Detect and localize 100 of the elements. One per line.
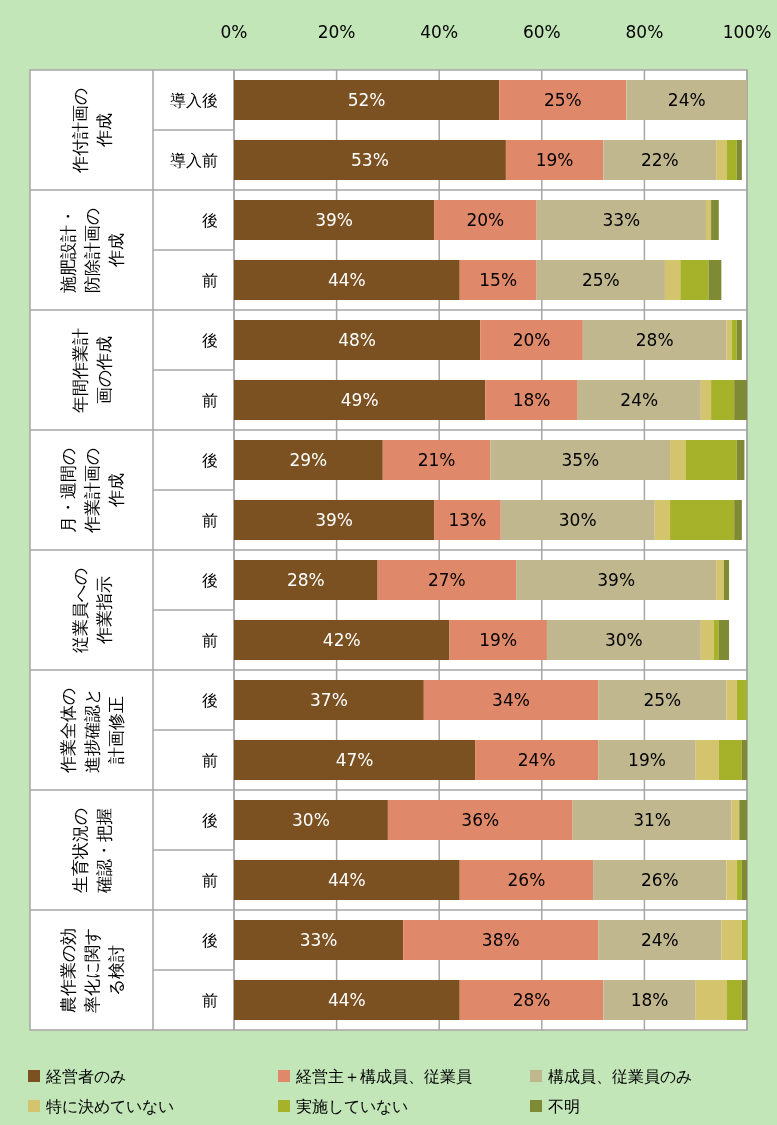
data-label: 20% [466, 210, 505, 230]
bar [449, 620, 547, 660]
data-label: 19% [535, 150, 574, 170]
bar [485, 380, 578, 420]
bar [593, 860, 727, 900]
bar [695, 980, 727, 1020]
data-label: 24% [517, 750, 556, 770]
bar [234, 740, 476, 780]
bar [234, 380, 486, 420]
bar [234, 560, 378, 600]
data-label: 36% [461, 810, 500, 830]
data-label: 15% [479, 270, 518, 290]
x-tick-label: 20% [317, 22, 356, 42]
y-tick-label: 前 [202, 871, 218, 890]
bar [718, 620, 730, 660]
bar [598, 680, 727, 720]
bar [234, 140, 506, 180]
bar [741, 920, 747, 960]
data-label: 28% [635, 330, 674, 350]
bar [434, 500, 501, 540]
bar [598, 920, 722, 960]
bar [234, 440, 383, 480]
text: 生育状況の確認・把握 [69, 807, 114, 894]
data-label: 44% [327, 270, 366, 290]
bar [582, 320, 727, 360]
bar [713, 620, 719, 660]
x-tick-label: 100% [722, 22, 772, 42]
bar [723, 560, 730, 600]
x-tick-label: 60% [522, 22, 561, 42]
data-label: 19% [479, 630, 518, 650]
y-tick-label: 前 [202, 751, 218, 770]
bar [423, 680, 599, 720]
bar [731, 800, 740, 840]
text: 施肥設計・防除計画の作成 [57, 207, 126, 293]
legend-label: 不明 [548, 1097, 580, 1116]
text: 作付計画の作成 [69, 87, 114, 174]
bar [536, 260, 665, 300]
data-label: 44% [327, 870, 366, 890]
bar [626, 80, 747, 120]
bar [664, 260, 681, 300]
data-label: 25% [581, 270, 620, 290]
bar [459, 980, 604, 1020]
bar [718, 740, 742, 780]
data-label: 21% [417, 450, 456, 470]
y-tick-label: 後 [202, 571, 218, 590]
data-label: 39% [315, 510, 353, 530]
bar [716, 560, 724, 600]
bar [726, 680, 737, 720]
bar [234, 620, 450, 660]
bar [387, 800, 573, 840]
data-label: 18% [630, 990, 669, 1010]
bar [234, 200, 435, 240]
legend-label: 経営者のみ [45, 1067, 126, 1086]
bar [680, 260, 709, 300]
bar [741, 740, 747, 780]
data-label: 27% [428, 570, 466, 590]
bar [382, 440, 491, 480]
y-tick-label: 前 [202, 271, 218, 290]
legend-label: 実施していない [296, 1097, 408, 1116]
data-label: 25% [643, 690, 682, 710]
data-label: 26% [507, 870, 546, 890]
bar [736, 440, 745, 480]
data-label: 38% [481, 930, 520, 950]
y-tick-label: 後 [202, 451, 218, 470]
text: 従業員への作業指示 [69, 567, 114, 653]
data-label: 22% [640, 150, 679, 170]
bar [234, 860, 460, 900]
text: 年間作業計画の作成 [69, 327, 114, 413]
legend-label: 構成員、従業員のみ [548, 1067, 692, 1086]
bar [234, 320, 481, 360]
bar [234, 920, 404, 960]
bar [726, 320, 732, 360]
bar [234, 80, 500, 120]
data-label: 31% [633, 810, 671, 830]
bar [234, 800, 388, 840]
bar [603, 140, 717, 180]
data-label: 26% [640, 870, 679, 890]
bar [603, 980, 696, 1020]
legend-label: 特に決めていない [46, 1097, 174, 1116]
y-tick-label: 前 [202, 631, 218, 650]
data-label: 48% [338, 330, 377, 350]
bar [234, 680, 424, 720]
x-tick-label: 80% [625, 22, 664, 42]
bar [734, 380, 747, 420]
bar [500, 500, 655, 540]
y-tick-label: 後 [202, 331, 218, 350]
bar [741, 860, 747, 900]
data-label: 25% [543, 90, 582, 110]
y-tick-label: 導入後 [170, 91, 218, 110]
data-label: 53% [351, 150, 389, 170]
bar [670, 440, 686, 480]
bar [711, 380, 735, 420]
data-label: 28% [286, 570, 325, 590]
data-label: 47% [335, 750, 374, 770]
x-tick-label: 0% [220, 22, 248, 42]
data-label: 34% [492, 690, 530, 710]
bar [572, 800, 732, 840]
text: 月・週間の作業計画の作成 [57, 447, 126, 534]
data-label: 20% [512, 330, 551, 350]
data-label: 35% [561, 450, 600, 470]
